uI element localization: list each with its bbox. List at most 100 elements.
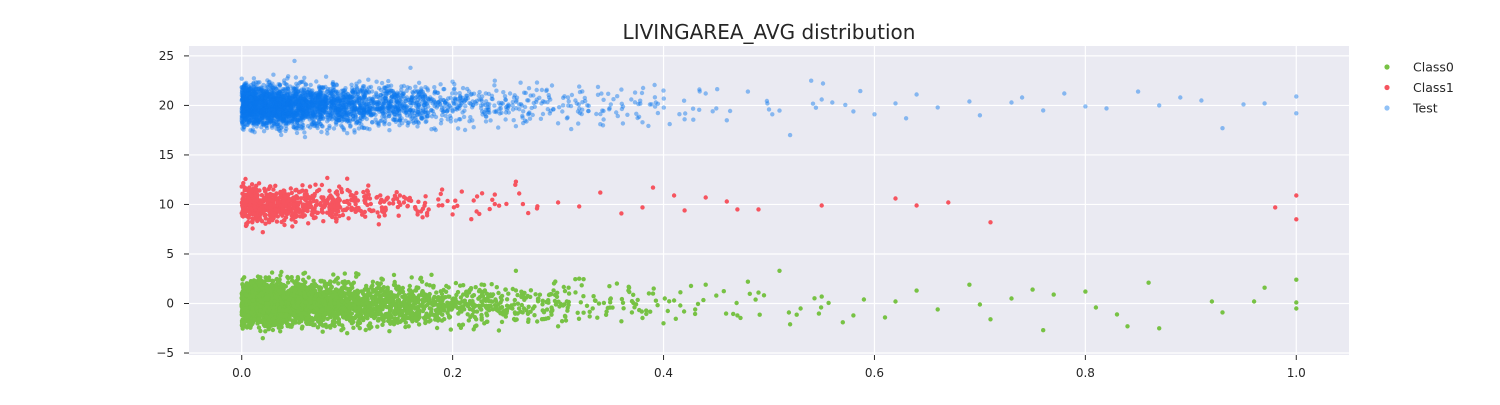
data-point xyxy=(257,207,261,211)
data-point xyxy=(296,196,300,200)
data-point xyxy=(474,209,478,213)
data-point xyxy=(252,317,256,321)
data-point xyxy=(500,305,504,309)
data-point xyxy=(429,310,433,314)
data-point xyxy=(597,301,601,305)
data-point xyxy=(630,310,634,314)
data-point xyxy=(493,202,497,206)
data-point xyxy=(286,211,290,215)
data-point xyxy=(967,283,971,287)
data-point xyxy=(521,310,525,314)
data-point xyxy=(277,326,281,330)
data-point xyxy=(678,290,682,294)
data-point xyxy=(662,105,666,109)
data-point xyxy=(404,320,408,324)
data-point xyxy=(1157,326,1161,330)
data-point xyxy=(1294,193,1298,197)
data-point xyxy=(311,279,315,283)
data-point xyxy=(533,292,537,296)
data-point xyxy=(261,310,265,314)
data-point xyxy=(397,214,401,218)
data-point xyxy=(375,325,379,329)
data-point xyxy=(477,304,481,308)
data-point xyxy=(243,199,247,203)
data-point xyxy=(788,322,792,326)
data-point xyxy=(545,299,549,303)
data-point xyxy=(356,295,360,299)
data-point xyxy=(298,208,302,212)
data-point xyxy=(367,208,371,212)
data-point xyxy=(812,296,816,300)
data-point xyxy=(468,288,472,292)
data-point xyxy=(495,285,499,289)
data-point xyxy=(279,212,283,216)
data-point xyxy=(538,293,542,297)
data-point xyxy=(433,300,437,304)
data-point xyxy=(377,284,381,288)
data-point xyxy=(408,284,412,288)
data-point xyxy=(619,211,623,215)
data-point xyxy=(820,203,824,207)
data-point xyxy=(311,196,315,200)
data-point xyxy=(268,209,272,213)
data-point xyxy=(344,208,348,212)
data-point xyxy=(591,306,595,310)
data-point xyxy=(588,310,592,314)
data-point xyxy=(610,305,614,309)
data-point xyxy=(258,283,262,287)
data-point xyxy=(271,309,275,313)
data-point xyxy=(529,288,533,292)
data-point xyxy=(457,323,461,327)
data-point xyxy=(343,281,347,285)
data-point xyxy=(290,191,294,195)
data-point xyxy=(456,311,460,315)
data-point xyxy=(375,210,379,214)
data-point xyxy=(551,288,555,292)
data-point xyxy=(312,310,316,314)
data-point xyxy=(598,190,602,194)
data-point xyxy=(349,206,353,210)
data-point xyxy=(463,302,467,306)
data-point xyxy=(305,209,309,213)
data-point xyxy=(475,309,479,313)
data-point xyxy=(301,278,305,282)
data-point xyxy=(254,193,258,197)
data-point xyxy=(247,190,251,194)
data-point xyxy=(274,197,278,201)
data-point xyxy=(506,292,510,296)
data-point xyxy=(672,193,676,197)
data-point xyxy=(335,314,339,318)
data-point xyxy=(548,292,552,296)
data-point xyxy=(270,193,274,197)
data-point xyxy=(277,289,281,293)
data-point xyxy=(313,316,317,320)
data-point xyxy=(461,283,465,287)
data-point xyxy=(593,299,597,303)
data-point xyxy=(516,311,520,315)
data-point xyxy=(427,297,431,301)
data-point xyxy=(591,294,595,298)
data-point xyxy=(561,303,565,307)
data-point xyxy=(914,203,918,207)
data-point xyxy=(361,190,365,194)
data-point xyxy=(287,198,291,202)
data-point xyxy=(542,317,546,321)
data-point xyxy=(640,309,644,313)
data-point xyxy=(269,283,273,287)
data-point xyxy=(299,314,303,318)
data-point xyxy=(483,288,487,292)
data-point xyxy=(391,197,395,201)
data-point xyxy=(1294,306,1298,310)
data-point xyxy=(422,316,426,320)
data-point xyxy=(345,199,349,203)
data-point xyxy=(398,193,402,197)
data-point xyxy=(762,293,766,297)
data-point xyxy=(560,319,564,323)
data-point xyxy=(403,325,407,329)
data-point xyxy=(1041,328,1045,332)
data-point xyxy=(494,299,498,303)
data-point xyxy=(746,280,750,284)
data-point xyxy=(474,285,478,289)
data-point xyxy=(279,313,283,317)
data-point xyxy=(577,204,581,208)
